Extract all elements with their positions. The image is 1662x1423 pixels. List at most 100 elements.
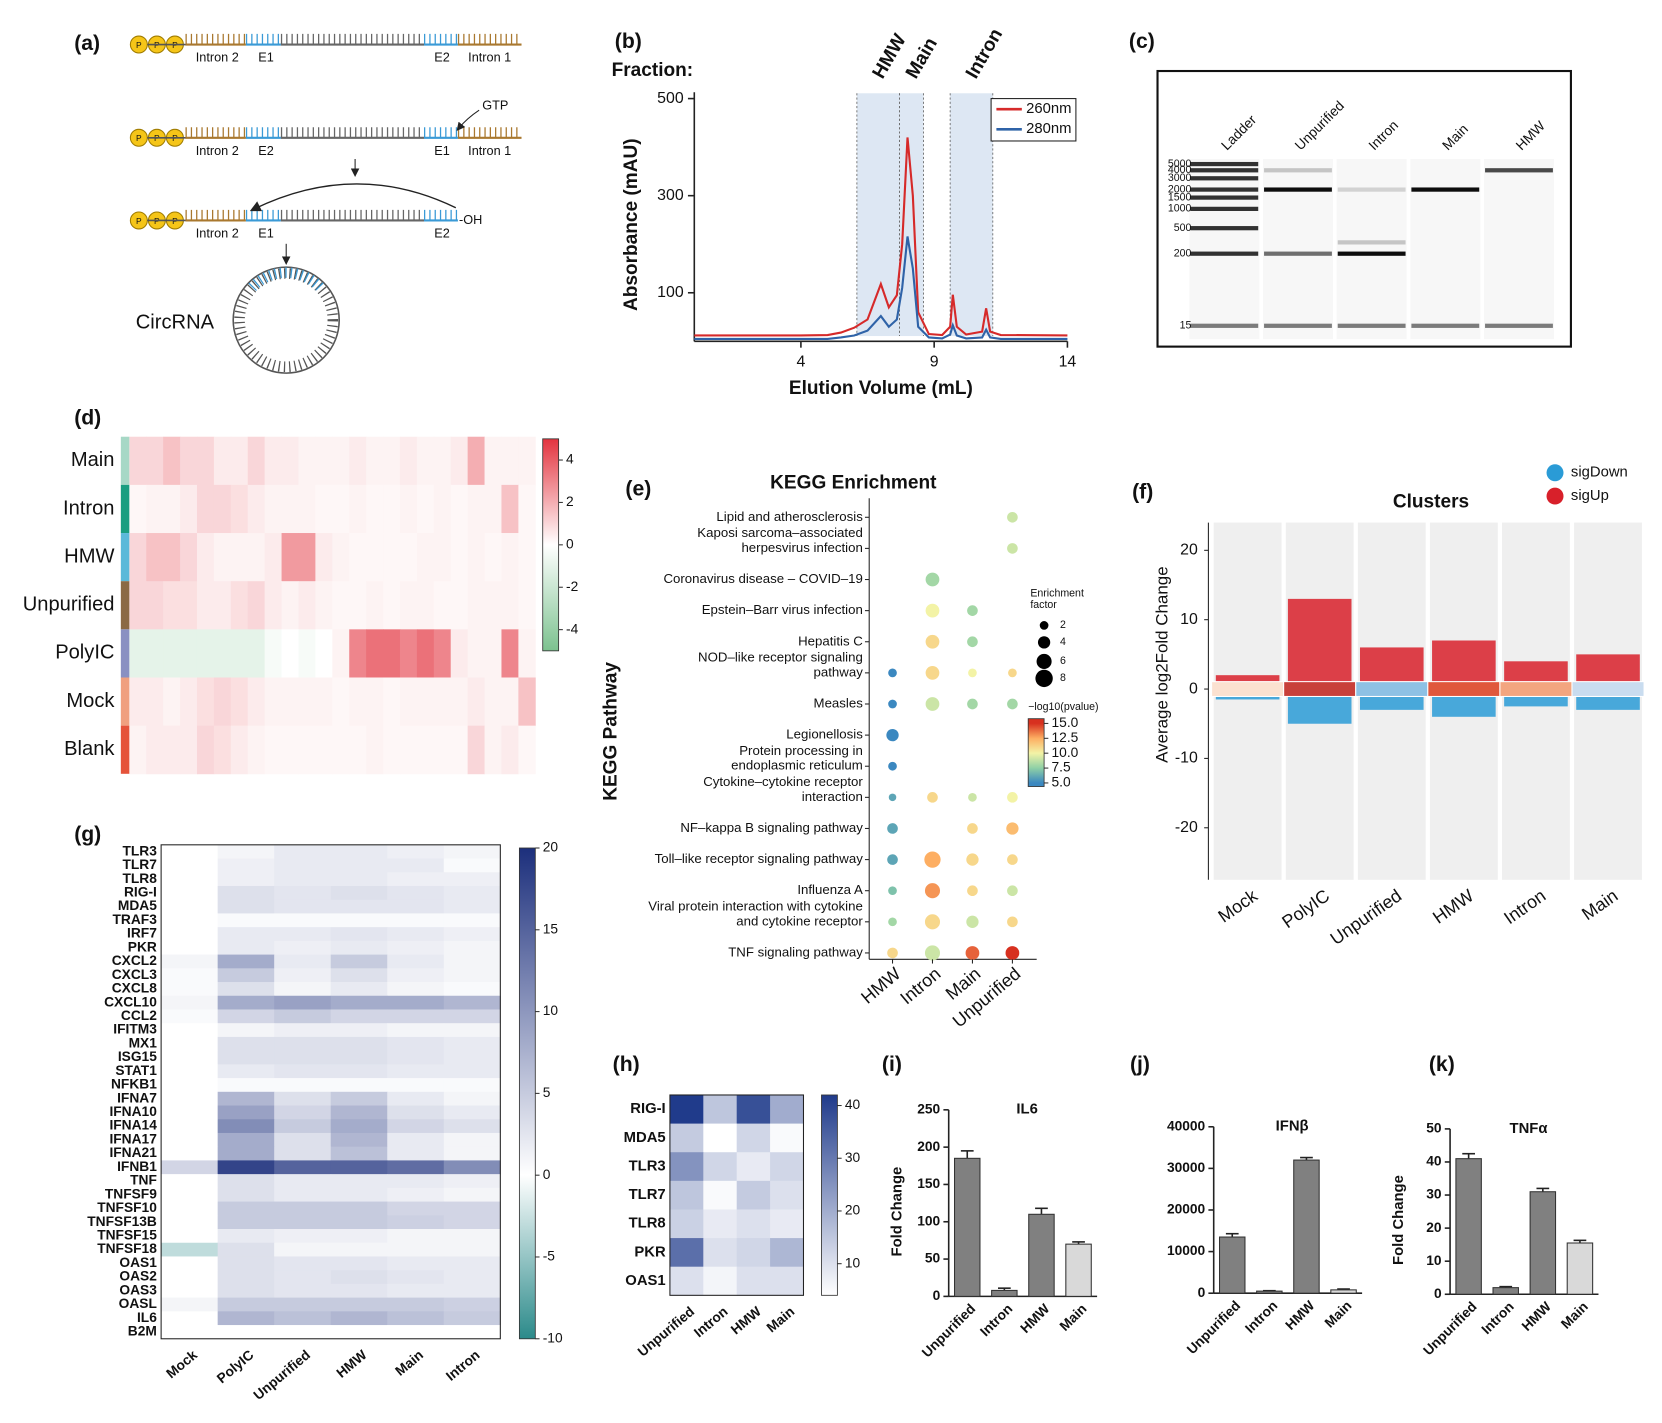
heat-cell (703, 1238, 737, 1267)
heat-cell (298, 533, 315, 582)
x-axis-title: Elution Volume (mL) (789, 378, 973, 399)
x-tick-label: Main (1578, 885, 1621, 924)
heat-cell (349, 629, 366, 678)
strand-label: E1 (258, 226, 274, 241)
band (1190, 324, 1258, 328)
heat-cell (349, 726, 366, 775)
band (1338, 240, 1406, 244)
heat-cell (274, 996, 331, 1010)
heat-cell (274, 1174, 331, 1188)
heat-cell (349, 533, 366, 582)
heat-cell (218, 1092, 275, 1106)
strand-label: Intron 1 (468, 143, 511, 158)
ladder-label: 15 (1180, 320, 1192, 332)
ladder-label: 500 (1174, 222, 1192, 234)
band (1190, 226, 1258, 230)
heat-cell (349, 485, 366, 534)
panel-label: (d) (74, 406, 101, 429)
bar (1530, 1192, 1555, 1295)
fraction-label: Intron (962, 25, 1007, 82)
bar (955, 1158, 980, 1296)
pathway-label: Measles (814, 695, 864, 710)
heat-cell (383, 581, 400, 630)
size-legend-label: 4 (1060, 636, 1066, 648)
strand-label: E2 (434, 50, 450, 65)
heat-cell (218, 982, 275, 996)
legend-marker (1547, 488, 1564, 505)
lane (1484, 159, 1554, 339)
dot (967, 699, 978, 710)
heat-cell (501, 581, 518, 630)
heat-cell (444, 1298, 501, 1312)
heat-cell (161, 1256, 218, 1270)
heat-cell (387, 886, 444, 900)
dot (967, 605, 978, 616)
heat-cell (770, 1267, 804, 1296)
x-tick-label: HMW (1519, 1299, 1554, 1334)
heat-cell (163, 533, 180, 582)
heat-cell (274, 1037, 331, 1051)
cluster-bg (1214, 523, 1282, 880)
heat-cell (161, 872, 218, 886)
dot (968, 669, 977, 678)
heat-cell (161, 1147, 218, 1161)
x-tick-label: Main (1558, 1299, 1591, 1332)
heat-cell (214, 677, 231, 726)
colorbar-tick-label: -4 (566, 621, 579, 636)
x-tick-label: Main (1322, 1298, 1355, 1331)
heat-cell (331, 1106, 388, 1120)
heat-cell (518, 581, 535, 630)
heat-cell (468, 533, 485, 582)
heat-cell (146, 581, 163, 630)
heat-cell (770, 1238, 804, 1267)
y-tick-label: 40000 (1167, 1118, 1206, 1133)
dot (967, 823, 978, 834)
heat-cell (218, 913, 275, 927)
x-tick-label: 14 (1059, 354, 1077, 371)
heat-cell (161, 1270, 218, 1284)
heat-cell (417, 437, 434, 486)
heat-cell (274, 845, 331, 859)
band (1264, 252, 1332, 256)
heat-cell (444, 1325, 501, 1339)
heat-cell (218, 927, 275, 941)
dot (1007, 854, 1018, 865)
heat-cell (146, 629, 163, 678)
heat-cell (265, 629, 282, 678)
heat-cell (218, 1160, 275, 1174)
bar (1220, 1237, 1245, 1293)
heat-cell (331, 1311, 388, 1325)
x-tick-label: PolyIC (1278, 885, 1333, 932)
dot (926, 666, 940, 680)
heat-cell (161, 1023, 218, 1037)
pathway-label: and cytokine receptor (736, 913, 863, 928)
size-legend-dot (1035, 670, 1052, 687)
band (1190, 162, 1258, 166)
strand-label: Intron 2 (196, 143, 239, 158)
heat-cell (197, 581, 214, 630)
heat-cell (274, 1133, 331, 1147)
dot (967, 885, 978, 896)
strand-label: E1 (434, 143, 450, 158)
heat-cell (274, 1147, 331, 1161)
heat-cell (331, 1202, 388, 1216)
heat-cell (387, 1202, 444, 1216)
size-legend-title: Enrichment (1030, 587, 1084, 599)
y-tick-label: 300 (657, 187, 684, 204)
phosphate-label: P (136, 40, 142, 50)
heat-cell (161, 1215, 218, 1229)
panel-label: (f) (1132, 480, 1153, 503)
y-tick-label: 250 (917, 1101, 940, 1116)
colorbar-tick-label: 7.5 (1052, 760, 1071, 775)
heat-cell (161, 1051, 218, 1065)
heat-cell (331, 968, 388, 982)
heat-cell (315, 437, 332, 486)
heat-cell (383, 437, 400, 486)
heat-cell (298, 677, 315, 726)
heat-cell (218, 1325, 275, 1339)
heat-cell (770, 1209, 804, 1238)
band (1190, 176, 1258, 180)
heat-cell (331, 1284, 388, 1298)
panel-label: (j) (1130, 1053, 1150, 1076)
heat-cell (331, 1092, 388, 1106)
